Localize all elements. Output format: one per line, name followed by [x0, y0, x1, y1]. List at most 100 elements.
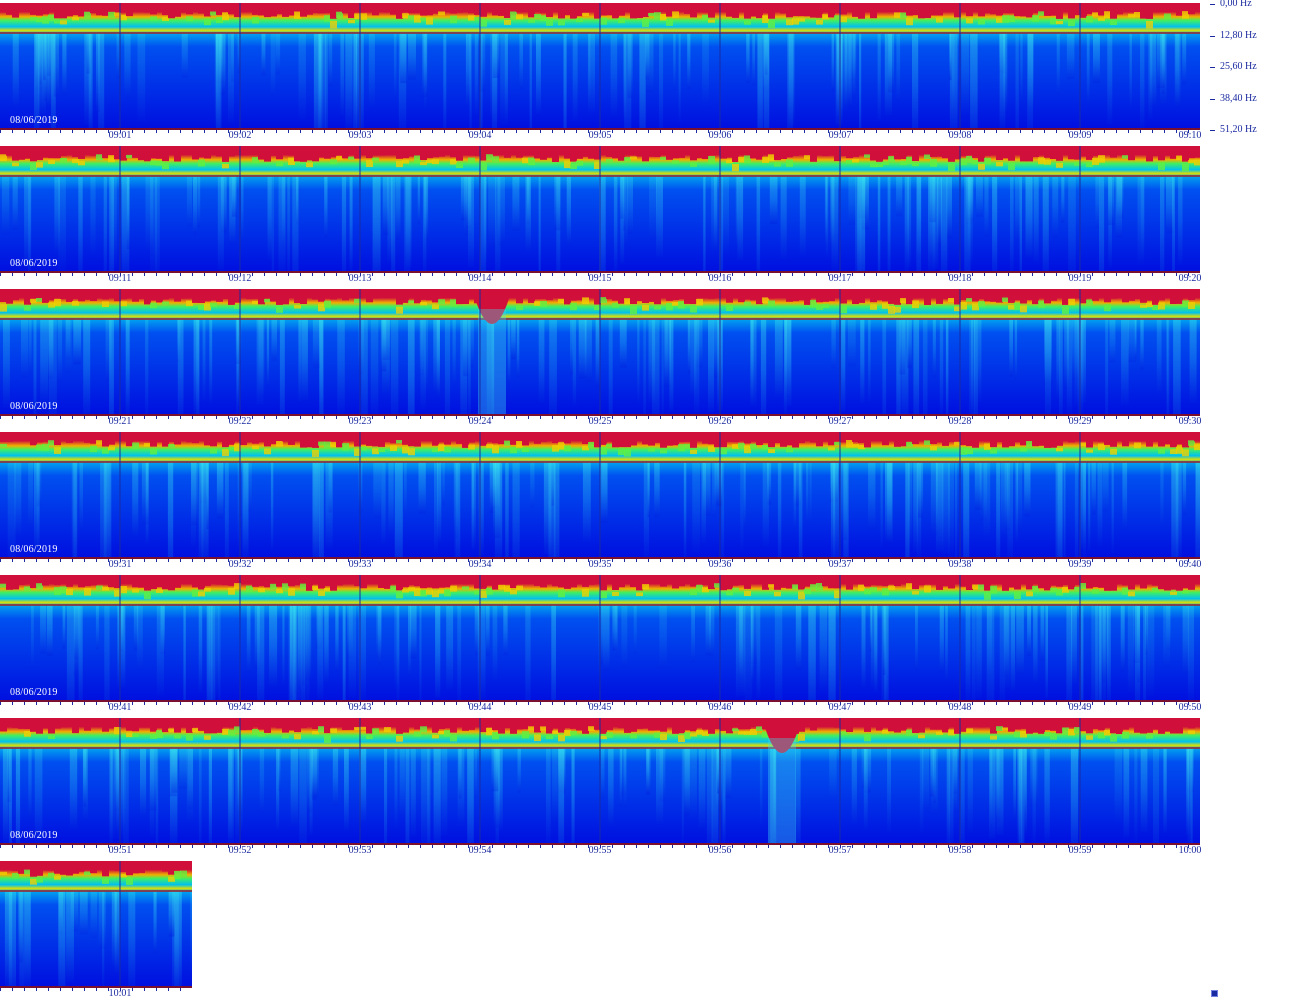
high-energy-band: [540, 575, 547, 588]
high-energy-band: [858, 3, 865, 19]
minor-tick: [300, 845, 301, 848]
spectrogram-streak: [271, 319, 277, 361]
mid-energy-patch: [354, 13, 361, 19]
high-energy-band: [336, 718, 343, 726]
mid-energy-patch: [414, 155, 421, 164]
mid-energy-patch: [996, 726, 1003, 731]
spectrogram-streak: [1178, 176, 1183, 265]
high-energy-band: [942, 3, 949, 10]
high-energy-band: [954, 575, 961, 582]
high-energy-band: [660, 3, 667, 12]
minor-tick: [636, 416, 637, 419]
high-energy-band: [288, 3, 295, 16]
mid-energy-patch: [48, 872, 55, 877]
high-energy-band: [270, 718, 277, 728]
spectrogram-streak: [639, 33, 646, 128]
spectrogram-streak: [28, 748, 32, 819]
high-energy-band: [360, 718, 367, 725]
spectrogram-streak: [214, 33, 218, 126]
spectrogram-streak: [377, 605, 382, 666]
spectrogram-streak: [863, 748, 868, 830]
spectrogram-streak: [913, 319, 920, 414]
mid-energy-patch: [870, 304, 877, 310]
mid-energy-patch: [660, 14, 667, 21]
spectrogram-streak: [885, 462, 892, 541]
high-energy-band: [30, 432, 37, 446]
high-energy-band: [858, 146, 865, 156]
spectrogram-streak: [525, 605, 531, 700]
mid-energy-patch: [1038, 157, 1045, 165]
high-energy-band: [66, 861, 73, 876]
spectrogram-streak: [417, 176, 420, 225]
mid-energy-patch: [582, 12, 589, 16]
high-energy-band: [576, 432, 583, 441]
minor-tick: [912, 273, 913, 276]
high-energy-band: [450, 3, 457, 14]
high-energy-band: [420, 289, 427, 300]
high-energy-band: [1086, 718, 1093, 734]
spectrogram-streak: [1187, 605, 1194, 700]
high-energy-band: [378, 432, 385, 447]
mid-energy-patch: [582, 446, 589, 451]
spectrogram-streak: [298, 33, 306, 120]
spectrogram-streak: [1166, 319, 1169, 414]
minor-tick: [588, 416, 589, 419]
spectrogram-streak: [602, 605, 610, 671]
high-energy-band: [810, 432, 817, 443]
high-energy-band: [1152, 3, 1159, 13]
spectrogram-streak: [479, 176, 487, 271]
mid-energy-patch: [930, 158, 937, 167]
spectrogram-streak: [1063, 462, 1066, 557]
minor-tick: [900, 130, 901, 133]
high-energy-band: [1068, 146, 1075, 160]
mid-energy-patch: [120, 14, 127, 21]
mid-energy-patch: [414, 15, 421, 23]
high-energy-band: [300, 3, 307, 17]
high-energy-band: [984, 432, 991, 442]
high-energy-band: [882, 146, 889, 160]
minor-tick: [744, 845, 745, 848]
high-energy-band: [426, 432, 433, 441]
spectrogram-streak: [1128, 319, 1136, 363]
high-energy-band: [1002, 718, 1009, 726]
spectrogram-streak: [1137, 176, 1144, 265]
high-energy-band: [1092, 575, 1099, 587]
high-energy-band: [708, 3, 715, 18]
spectrogram-streak: [787, 33, 793, 128]
minor-tick: [312, 416, 313, 419]
mid-energy-patch: [102, 301, 109, 307]
spectrogram-streak: [198, 748, 202, 843]
mid-energy-patch: [486, 587, 493, 595]
spectrogram-streak: [282, 605, 285, 686]
time-tick-label: 09:40: [1178, 559, 1202, 570]
spectrogram-streak: [1018, 748, 1023, 843]
high-energy-band: [1014, 146, 1021, 155]
mid-energy-patch: [1188, 160, 1195, 164]
high-energy-band: [282, 718, 289, 733]
spectrogram-streak: [34, 33, 40, 128]
high-energy-band: [720, 289, 727, 295]
spectrogram-streak: [62, 33, 67, 96]
minor-tick: [72, 130, 73, 133]
spectrogram-streak: [403, 176, 411, 271]
minor-tick: [1152, 845, 1153, 848]
minor-tick: [1020, 416, 1021, 419]
minor-tick: [180, 702, 181, 705]
high-energy-band: [1038, 575, 1045, 589]
high-energy-band: [144, 146, 151, 162]
high-energy-band: [654, 575, 661, 582]
minor-tick: [432, 702, 433, 705]
spectrogram-streak: [1055, 462, 1063, 557]
minor-tick: [1140, 130, 1141, 133]
spectrogram-streak: [905, 462, 910, 557]
spectrogram-streak: [187, 748, 193, 809]
minor-tick: [564, 559, 565, 562]
spectrogram-strip: [0, 861, 192, 986]
spectrogram-streak: [403, 462, 407, 518]
minor-tick: [1104, 702, 1105, 705]
mid-energy-patch: [60, 20, 67, 25]
spectrogram-streak: [36, 462, 42, 507]
high-energy-band: [300, 289, 307, 304]
spectrogram-streak: [111, 891, 117, 967]
high-energy-band: [630, 146, 637, 155]
